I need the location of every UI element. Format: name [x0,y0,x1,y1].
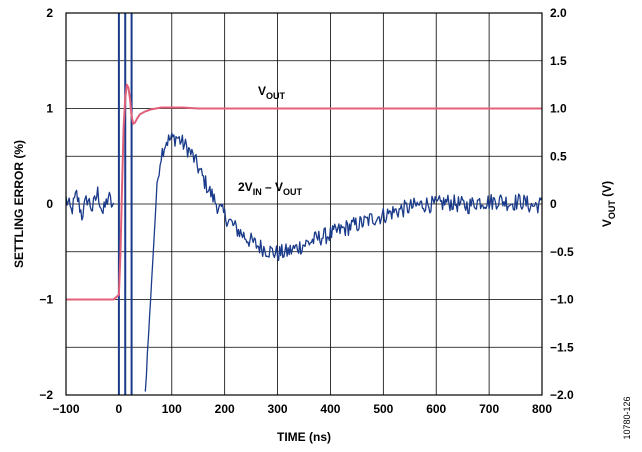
x-tick-label: 600 [426,402,446,416]
x-axis-label: TIME (ns) [277,430,331,444]
left-axis-ticks: −2 −1 0 1 2 [39,6,53,402]
right-axis-label: VOUT (V) [600,181,617,227]
left-tick-label: 0 [46,197,53,211]
right-axis-label-sub: OUT [607,200,617,220]
right-axis-ticks: −2.0 −1.5 −1.0 −0.5 0 0.5 1.0 1.5 2.0 [550,6,574,402]
right-tick-label: −1.5 [550,340,574,354]
left-tick-label: −1 [39,293,53,307]
left-tick-label: 2 [46,6,53,20]
right-axis-label-suffix: (V) [600,181,614,200]
figure-id: 10780-126 [622,396,632,439]
x-tick-label: 0 [116,402,123,416]
left-tick-label: −2 [39,388,53,402]
x-tick-label: 800 [532,402,552,416]
right-axis-label-main: V [600,219,614,227]
right-tick-label: −1.0 [550,293,574,307]
annotation-part: V [258,84,266,98]
left-axis-label: SETTLING ERROR (%) [12,140,26,268]
annotation-part: OUT [283,187,303,197]
x-axis-ticks: −100 0 100 200 300 400 500 600 700 800 [52,402,552,416]
annotation-part: OUT [266,91,286,101]
right-tick-label: 2.0 [550,6,567,20]
annotation-part: – V [262,180,283,194]
annotation-part: IN [253,187,262,197]
right-tick-label: −2.0 [550,388,574,402]
right-tick-label: 1.0 [550,102,567,116]
right-tick-label: 0 [550,197,557,211]
x-tick-label: 500 [373,402,393,416]
x-tick-label: 100 [162,402,182,416]
annotation-part: 2V [238,180,253,194]
x-tick-label: 200 [215,402,235,416]
x-tick-label: 700 [479,402,499,416]
left-tick-label: 1 [46,102,53,116]
x-tick-label: −100 [52,402,79,416]
right-tick-label: 0.5 [550,149,567,163]
x-tick-label: 400 [320,402,340,416]
right-tick-label: −0.5 [550,245,574,259]
right-tick-label: 1.5 [550,54,567,68]
x-tick-label: 300 [268,402,288,416]
